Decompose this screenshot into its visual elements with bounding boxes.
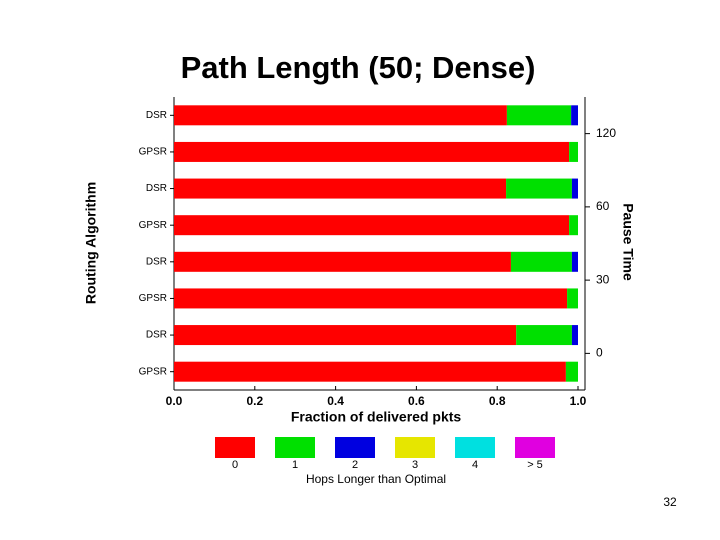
x-axis-title: Fraction of delivered pkts (291, 409, 462, 425)
y2-tick-label: 30 (596, 272, 610, 286)
legend-label: 1 (292, 459, 298, 471)
x-tick-label: 0.8 (489, 394, 506, 408)
y2-tick-label: 0 (596, 346, 603, 360)
bar-segment (174, 325, 517, 346)
legend-swatch (275, 437, 315, 458)
y-tick-label: GPSR (139, 220, 167, 231)
y-tick-label: DSR (146, 110, 167, 121)
bar-segment (174, 178, 507, 199)
legend-label: 2 (352, 459, 358, 471)
y-tick-label: GPSR (139, 293, 167, 304)
bar-segment (174, 141, 570, 162)
bar-segment (506, 105, 572, 126)
bar-segment (174, 105, 507, 126)
x-tick-label: 0.4 (327, 394, 344, 408)
legend-swatch (395, 437, 435, 458)
y2-axis-title: Pause Time (620, 203, 636, 281)
bar-segment (565, 361, 578, 382)
legend-label: 3 (412, 459, 418, 471)
bar-segment (571, 178, 578, 199)
bar-segment (569, 141, 578, 162)
y-axis-title: Routing Algorithm (83, 182, 99, 304)
chart-title: Path Length (50; Dense) (181, 50, 536, 85)
bar-segment (506, 178, 572, 199)
y-tick-label: DSR (146, 256, 167, 267)
bar-segment (510, 251, 572, 272)
legend-title: Hops Longer than Optimal (306, 472, 446, 486)
bar-segment (569, 215, 578, 236)
bar-segment (516, 325, 572, 346)
y2-tick-label: 120 (596, 126, 616, 140)
x-tick-label: 0.2 (246, 394, 263, 408)
legend-swatch (335, 437, 375, 458)
bar-segment (174, 361, 566, 382)
bar-segment (571, 251, 578, 272)
legend-swatch (215, 437, 255, 458)
x-tick-label: 1.0 (570, 394, 587, 408)
x-tick-label: 0.6 (408, 394, 425, 408)
bar-segment (174, 251, 511, 272)
page-number: 32 (663, 495, 677, 509)
legend-label: 0 (232, 459, 238, 471)
legend-swatch (515, 437, 555, 458)
y-tick-label: GPSR (139, 366, 167, 377)
bar-segment (567, 288, 578, 309)
y-tick-label: GPSR (139, 147, 167, 158)
x-tick-label: 0.0 (166, 394, 183, 408)
y-tick-label: DSR (146, 330, 167, 341)
bar-segment (174, 288, 568, 309)
y-tick-label: DSR (146, 183, 167, 194)
legend-label: > 5 (527, 459, 543, 471)
bar-segment (174, 215, 570, 236)
y2-tick-label: 60 (596, 199, 610, 213)
legend-label: 4 (472, 459, 478, 471)
bar-segment (571, 325, 578, 346)
legend-swatch (455, 437, 495, 458)
bar-segment (571, 105, 578, 126)
